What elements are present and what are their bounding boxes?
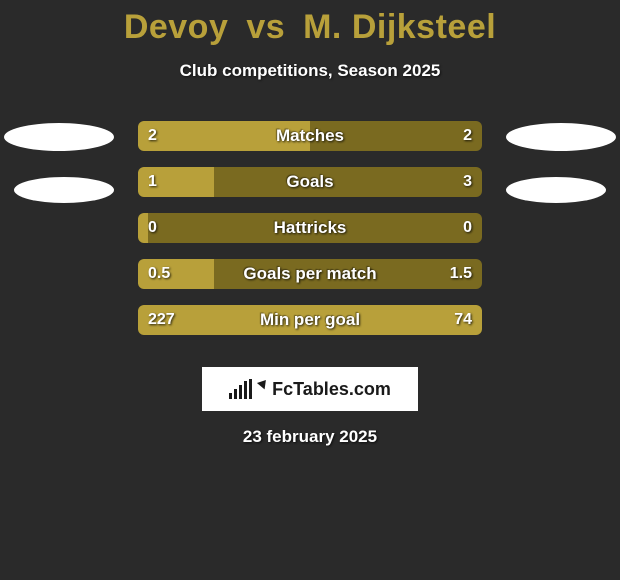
stat-value-right: 2 xyxy=(463,121,472,151)
bar-fill-player1 xyxy=(138,213,148,243)
stat-value-right: 3 xyxy=(463,167,472,197)
stat-row: 22Matches xyxy=(138,121,482,151)
stat-row: 22774Min per goal xyxy=(138,305,482,335)
page-title: Devoy vs M. Dijksteel xyxy=(0,0,620,47)
comparison-chart: 22Matches13Goals00Hattricks0.51.5Goals p… xyxy=(0,121,620,361)
stat-value-right: 74 xyxy=(454,305,472,335)
player1-name: Devoy xyxy=(124,8,229,46)
stat-label: Hattricks xyxy=(138,213,482,243)
player2-name: M. Dijksteel xyxy=(303,8,496,46)
stat-row: 0.51.5Goals per match xyxy=(138,259,482,289)
bars-container: 22Matches13Goals00Hattricks0.51.5Goals p… xyxy=(138,121,482,351)
vs-separator: vs xyxy=(246,8,285,46)
stat-value-left: 0 xyxy=(148,213,157,243)
player1-flag-placeholder xyxy=(14,177,114,203)
stat-value-left: 1 xyxy=(148,167,157,197)
stat-value-left: 2 xyxy=(148,121,157,151)
stat-value-left: 0.5 xyxy=(148,259,170,289)
subtitle: Club competitions, Season 2025 xyxy=(0,61,620,81)
site-name: FcTables.com xyxy=(272,379,391,400)
stat-row: 13Goals xyxy=(138,167,482,197)
stat-value-right: 1.5 xyxy=(450,259,472,289)
player2-flag-placeholder xyxy=(506,177,606,203)
site-logo[interactable]: FcTables.com xyxy=(202,367,418,411)
stat-value-left: 227 xyxy=(148,305,175,335)
stat-value-right: 0 xyxy=(463,213,472,243)
snapshot-date: 23 february 2025 xyxy=(0,427,620,447)
stat-row: 0 0Hattricks xyxy=(138,213,482,243)
bar-fill-player1 xyxy=(138,121,310,151)
bar-fill-player1 xyxy=(138,305,406,335)
chart-icon xyxy=(229,379,252,399)
player1-avatar-placeholder xyxy=(4,123,114,151)
arrow-icon xyxy=(257,377,270,390)
player2-avatar-placeholder xyxy=(506,123,616,151)
